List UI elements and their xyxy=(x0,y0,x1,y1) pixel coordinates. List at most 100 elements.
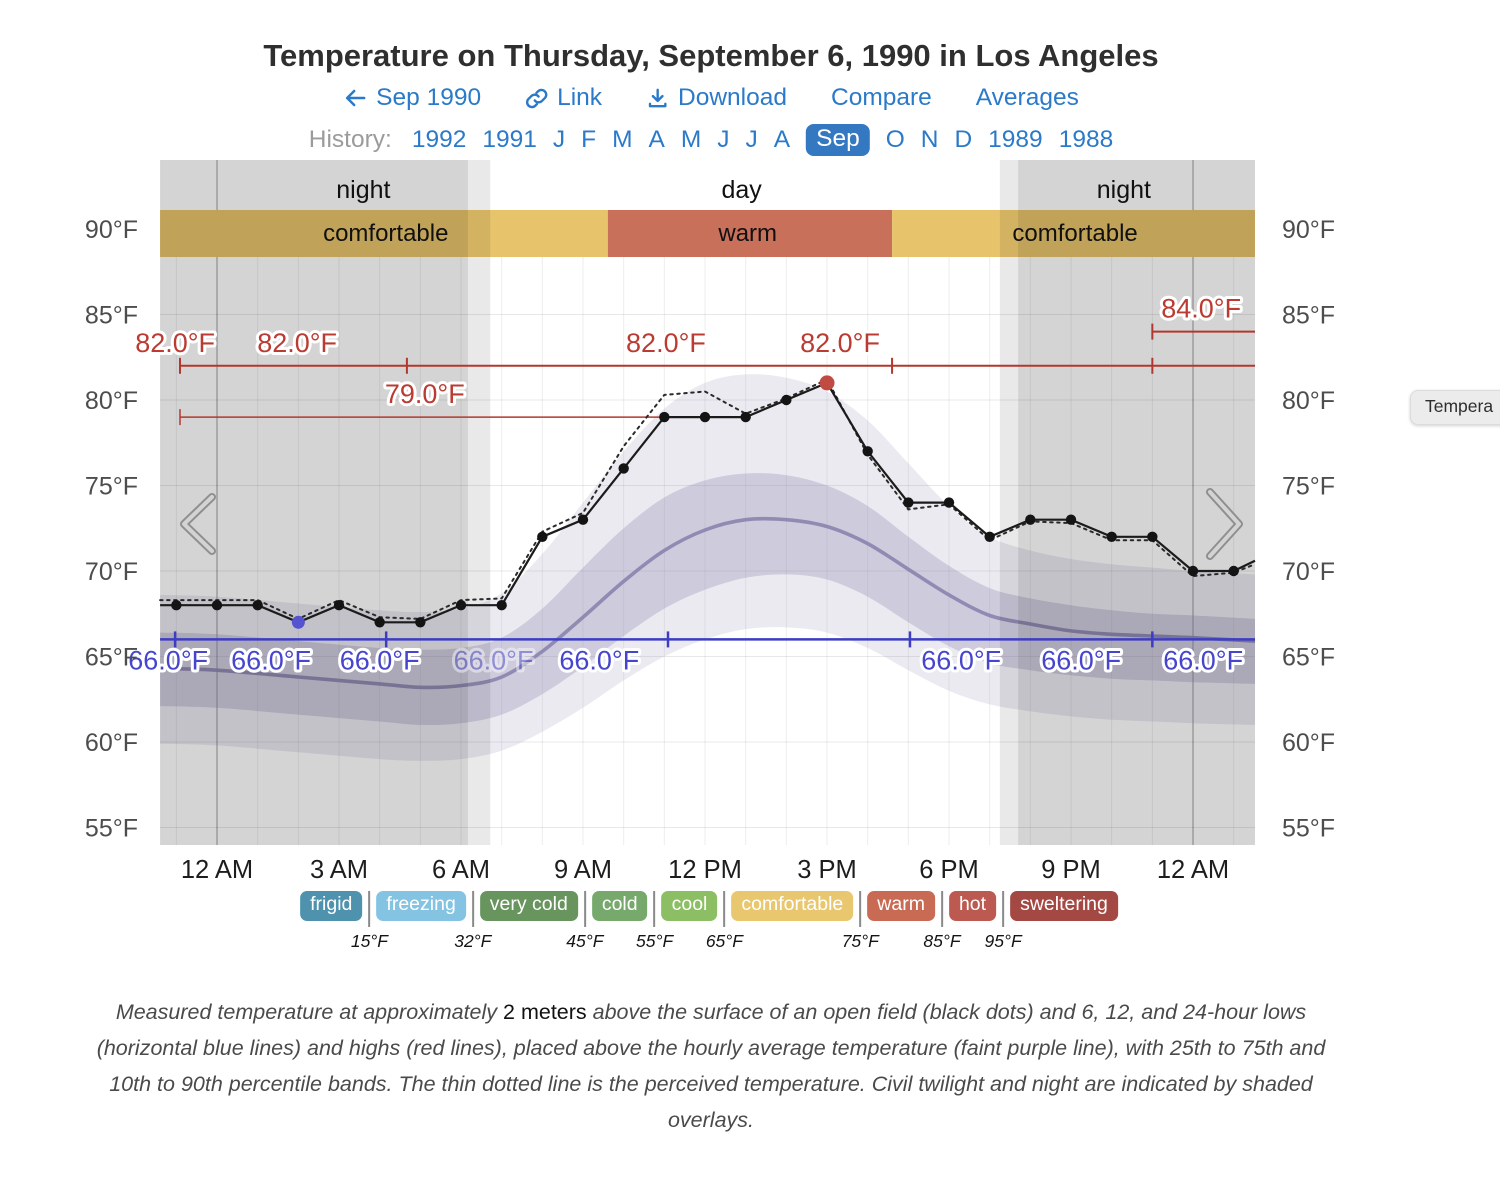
y-axis-label-right: 70°F xyxy=(1282,558,1335,586)
history-item-j[interactable]: J xyxy=(717,126,730,153)
measured-dot xyxy=(943,497,955,508)
prev-day-button[interactable] xyxy=(180,493,216,555)
history-item-1989[interactable]: 1989 xyxy=(988,126,1043,153)
y-axis-label-right: 55°F xyxy=(1282,815,1335,843)
next-day-button[interactable] xyxy=(1206,488,1243,560)
x-axis-label: 3 PM xyxy=(797,856,857,884)
history-item-n[interactable]: N xyxy=(920,126,939,153)
history-item-j[interactable]: J xyxy=(552,126,566,153)
legend-threshold: 75°F xyxy=(841,931,879,951)
daily-min-dot xyxy=(291,615,305,629)
svg-text:82.0°F: 82.0°F xyxy=(257,328,337,358)
history-item-a[interactable]: A xyxy=(773,126,791,153)
history-item-1991[interactable]: 1991 xyxy=(482,126,537,153)
x-axis-label: 9 AM xyxy=(554,856,612,884)
caption-text-post: above the surface of an open field (blac… xyxy=(96,999,1326,1132)
measured-dot xyxy=(496,600,507,611)
measured-dot xyxy=(1228,565,1239,577)
historical-bands xyxy=(160,374,1256,761)
svg-text:night: night xyxy=(336,176,390,204)
x-axis-label: 12 PM xyxy=(668,856,742,884)
prev-month-label: Sep 1990 xyxy=(376,84,482,111)
averages-link[interactable]: Averages xyxy=(975,84,1079,111)
measured-dot xyxy=(455,600,467,611)
y-axis-label-left: 70°F xyxy=(85,558,138,586)
x-axis-label: 9 PM xyxy=(1041,856,1101,884)
measured-dot xyxy=(171,600,182,611)
measured-dot xyxy=(415,617,426,628)
measured-dot xyxy=(659,411,670,423)
svg-text:comfortable: comfortable xyxy=(1012,220,1137,247)
daily-max-dot xyxy=(819,375,835,391)
legend-divider: 32°F xyxy=(454,891,491,951)
back-arrow-icon xyxy=(345,89,366,107)
svg-text:warm: warm xyxy=(717,220,777,247)
download-button[interactable]: Download xyxy=(646,84,787,112)
caption-text-pre: Measured temperature at approximately xyxy=(115,999,504,1024)
legend-divider: 45°F xyxy=(566,891,603,951)
svg-text:66.0°F: 66.0°F xyxy=(921,645,1001,675)
x-axis-label: 6 PM xyxy=(919,856,979,884)
measured-dot xyxy=(740,411,751,423)
measured-dot xyxy=(577,514,589,525)
y-axis-label-right: 90°F xyxy=(1282,216,1335,244)
measured-dot xyxy=(1147,531,1158,542)
measured-dot xyxy=(537,531,548,542)
svg-text:66.0°F: 66.0°F xyxy=(454,645,534,675)
caption-2-meters: 2 meters xyxy=(503,999,587,1024)
legend-threshold: 45°F xyxy=(566,931,604,951)
svg-text:79.0°F: 79.0°F xyxy=(385,379,465,409)
legend-divider: 15°F xyxy=(351,891,388,951)
history-item-a[interactable]: A xyxy=(648,126,665,153)
history-item-1988[interactable]: 1988 xyxy=(1058,126,1114,153)
measured-dot xyxy=(1106,531,1117,542)
temperature-series xyxy=(159,375,1256,629)
svg-text:82.0°F: 82.0°F xyxy=(800,328,880,358)
history-item-sep[interactable]: Sep xyxy=(806,124,870,156)
legend-divider: 95°F xyxy=(984,891,1022,951)
svg-text:66.0°F: 66.0°F xyxy=(559,645,639,675)
link-button[interactable]: Link xyxy=(525,84,602,112)
history-item-m[interactable]: M xyxy=(680,126,702,153)
low-temperature-lines: 66.0°F 66.0°F 66.0°F 66.0°F 66.0°F 66.0°F 66.0… xyxy=(125,631,1255,678)
legend-divider: 75°F xyxy=(842,891,879,951)
comfort-legend: frigid 15°F freezing 32°F very cold 45°F cold 5… xyxy=(299,891,1119,951)
legend-divider: 85°F xyxy=(923,891,961,951)
temperature-chart[interactable]: night day night comfortable warm comfortable 6… xyxy=(0,0,1500,890)
y-axis-label-right: 75°F xyxy=(1282,473,1335,501)
measured-dot xyxy=(781,394,792,406)
grid-lines xyxy=(160,160,1255,845)
legend-pill-cold: cold xyxy=(591,891,648,921)
svg-text:66.0°F: 66.0°F xyxy=(340,645,420,675)
toolbar: Sep 1990 Link Download Compare Averages xyxy=(343,84,1079,112)
history-item-d[interactable]: D xyxy=(954,126,973,153)
history-item-1992[interactable]: 1992 xyxy=(411,126,467,153)
measured-dot xyxy=(862,446,873,457)
history-item-o[interactable]: O xyxy=(885,126,905,153)
legend-threshold: 65°F xyxy=(705,931,743,951)
measured-dot xyxy=(374,617,385,628)
x-axis-label: 12 AM xyxy=(181,856,253,884)
svg-text:66.0°F: 66.0°F xyxy=(1041,645,1121,675)
link-icon xyxy=(525,88,548,108)
prev-month-link[interactable]: Sep 1990 xyxy=(343,84,481,112)
x-axis-label: 6 AM xyxy=(432,856,490,884)
history-label: History: xyxy=(308,126,392,153)
high-temperature-lines: 82.0°F 82.0°F 82.0°F 82.0°F 79.0°F 84.0°F xyxy=(132,291,1255,426)
history-item-j[interactable]: J xyxy=(745,126,758,153)
history-items: 1992 1991 J F M A M J J A Sep O N D 1989 1988 xyxy=(412,124,1113,156)
twilight-overlay xyxy=(999,160,1019,845)
svg-text:comfortable: comfortable xyxy=(323,220,448,247)
legend-threshold: 55°F xyxy=(636,931,674,951)
measured-dot xyxy=(903,497,914,508)
legend-threshold: 85°F xyxy=(923,931,961,951)
measured-dot xyxy=(211,600,223,611)
measured-dot xyxy=(618,463,629,474)
history-item-f[interactable]: F xyxy=(581,126,597,153)
compare-link[interactable]: Compare xyxy=(831,84,932,111)
legend-divider: 65°F xyxy=(706,891,743,951)
legend-threshold: 95°F xyxy=(984,931,1022,951)
history-item-m[interactable]: M xyxy=(612,126,633,153)
region-labels: night day night comfortable warm comfortable xyxy=(323,176,1151,247)
download-label: Download xyxy=(678,84,787,111)
